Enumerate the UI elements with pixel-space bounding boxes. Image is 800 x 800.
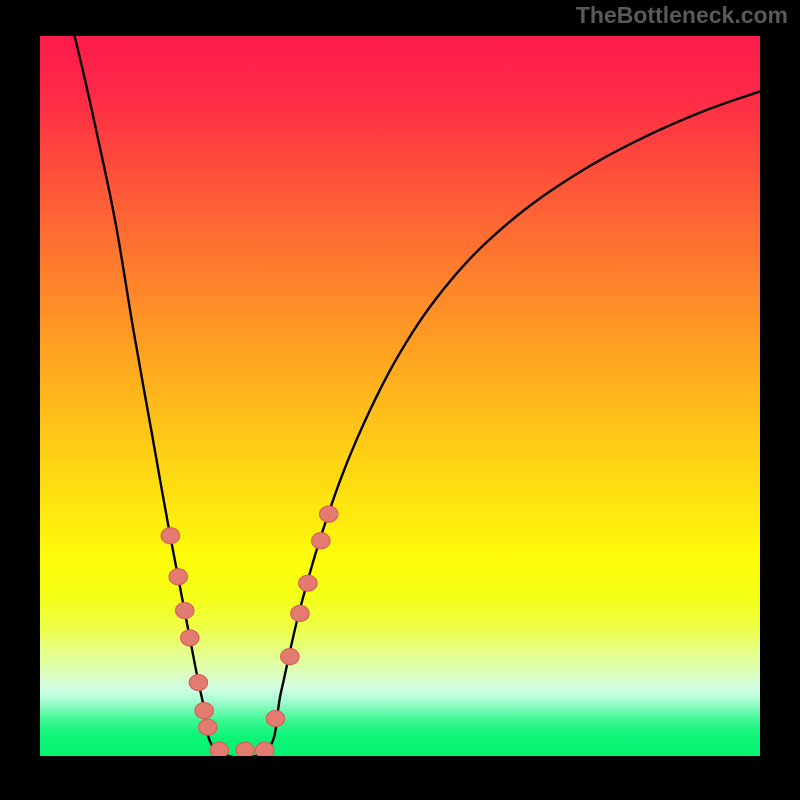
data-marker — [161, 528, 179, 544]
data-marker — [299, 575, 317, 591]
data-marker — [266, 711, 284, 727]
watermark-text: TheBottleneck.com — [576, 2, 788, 29]
data-marker — [236, 742, 254, 758]
data-marker — [189, 675, 207, 691]
data-marker — [199, 719, 217, 735]
bottleneck-chart — [0, 0, 800, 800]
data-marker — [181, 630, 199, 646]
data-marker — [255, 742, 273, 758]
data-marker — [281, 649, 299, 665]
data-marker — [320, 506, 338, 522]
data-marker — [169, 569, 187, 585]
data-marker — [210, 742, 228, 758]
chart-container: TheBottleneck.com — [0, 0, 800, 800]
data-marker — [176, 603, 194, 619]
data-marker — [291, 605, 309, 621]
plot-background — [40, 36, 760, 756]
data-marker — [312, 533, 330, 549]
data-marker — [195, 703, 213, 719]
